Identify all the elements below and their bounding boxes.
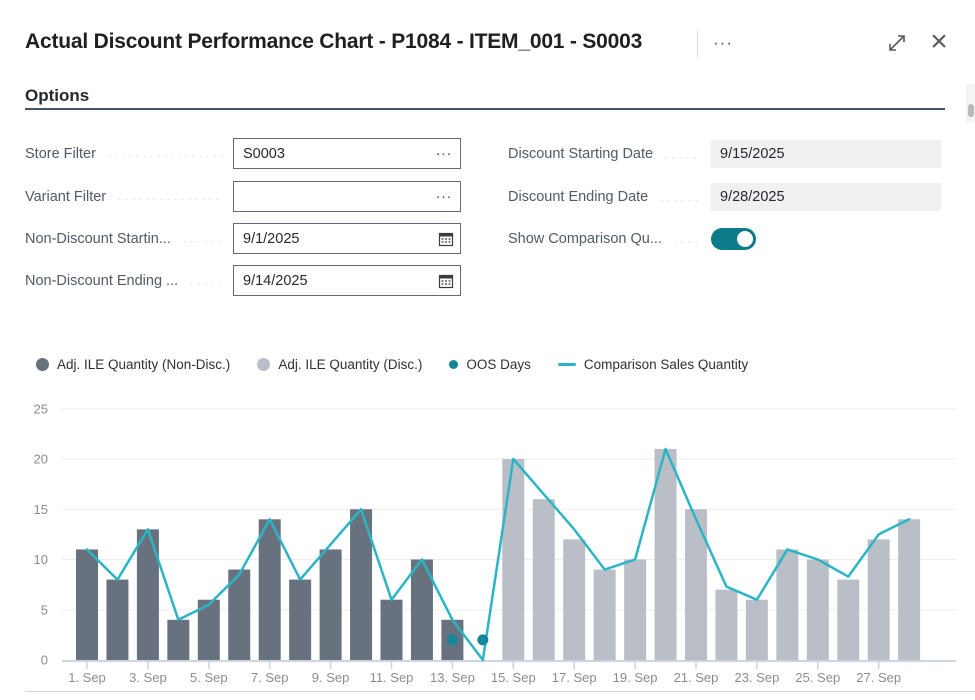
legend-line-comparison-icon	[557, 363, 576, 366]
calendar-icon[interactable]	[438, 273, 454, 289]
options-section-heading: Options	[25, 86, 90, 105]
show-comparison-label: Show Comparison Qu...	[508, 231, 662, 247]
more-options-icon[interactable]: ···	[706, 26, 740, 60]
discount-start-value: 9/15/2025	[711, 140, 941, 168]
field-row-discount-start: Discount Starting Date 9/15/2025	[508, 140, 941, 168]
field-row-variant-filter: Variant Filter ···	[25, 181, 461, 212]
svg-text:13. Sep: 13. Sep	[430, 670, 475, 685]
show-comparison-toggle[interactable]	[711, 228, 756, 250]
legend-item-disc[interactable]: Adj. ILE Quantity (Disc.)	[257, 357, 422, 372]
svg-text:27. Sep: 27. Sep	[856, 670, 901, 685]
svg-text:7. Sep: 7. Sep	[251, 670, 289, 685]
legend-item-oos[interactable]: OOS Days	[449, 357, 531, 372]
assist-edit-icon[interactable]: ···	[435, 187, 452, 205]
svg-text:1. Sep: 1. Sep	[68, 670, 106, 685]
page-title: Actual Discount Performance Chart - P108…	[25, 30, 643, 53]
svg-text:15: 15	[34, 502, 48, 517]
nondiscount-start-input[interactable]	[233, 223, 461, 254]
svg-text:10: 10	[34, 552, 48, 567]
svg-text:19. Sep: 19. Sep	[613, 670, 658, 685]
legend-item-comparison[interactable]: Comparison Sales Quantity	[557, 357, 749, 372]
dotted-leader	[188, 283, 223, 284]
scrollbar-thumb[interactable]	[967, 104, 974, 117]
svg-text:23. Sep: 23. Sep	[734, 670, 779, 685]
nondiscount-end-input[interactable]	[233, 265, 461, 296]
svg-text:20: 20	[34, 452, 48, 467]
svg-text:15. Sep: 15. Sep	[491, 670, 536, 685]
svg-text:5. Sep: 5. Sep	[190, 670, 228, 685]
legend-dot-disc-icon	[257, 358, 271, 371]
expand-arrows-icon	[889, 34, 905, 51]
legend-label: Adj. ILE Quantity (Disc.)	[278, 357, 423, 372]
discount-end-value: 9/28/2025	[711, 183, 941, 211]
field-row-store-filter: Store Filter ···	[25, 138, 461, 169]
svg-text:21. Sep: 21. Sep	[674, 670, 719, 685]
nondiscount-start-label: Non-Discount Startin...	[25, 230, 171, 247]
close-icon[interactable]: ×	[922, 22, 956, 62]
legend-label: OOS Days	[466, 357, 531, 372]
svg-text:3. Sep: 3. Sep	[129, 670, 167, 685]
calendar-icon[interactable]	[438, 231, 454, 247]
svg-text:5: 5	[41, 602, 48, 617]
legend-dot-nondisc-icon	[36, 358, 49, 371]
nondiscount-end-label: Non-Discount Ending ...	[25, 272, 179, 289]
svg-text:11. Sep: 11. Sep	[370, 670, 414, 685]
svg-text:17. Sep: 17. Sep	[552, 670, 597, 685]
options-underline	[25, 108, 945, 110]
dotted-leader	[663, 156, 701, 158]
field-row-show-comparison: Show Comparison Qu...	[508, 228, 941, 250]
svg-text:25: 25	[34, 401, 48, 416]
variant-filter-input[interactable]	[233, 181, 461, 212]
field-row-discount-end: Discount Ending Date 9/28/2025	[508, 183, 941, 211]
svg-text:9. Sep: 9. Sep	[312, 670, 350, 685]
dotted-leader	[105, 156, 223, 157]
field-row-nondiscount-end: Non-Discount Ending ...	[25, 265, 461, 296]
title-divider	[697, 31, 698, 57]
legend-item-nondisc[interactable]: Adj. ILE Quantity (Non-Disc.)	[36, 357, 230, 372]
legend-label: Adj. ILE Quantity (Non-Disc.)	[57, 357, 231, 372]
svg-text:25. Sep: 25. Sep	[795, 670, 840, 685]
dotted-leader	[116, 199, 223, 200]
discount-end-label: Discount Ending Date	[508, 189, 649, 205]
dotted-leader	[671, 241, 701, 243]
bottom-divider	[25, 691, 975, 692]
toggle-knob	[737, 231, 753, 247]
assist-edit-icon[interactable]: ···	[435, 144, 452, 162]
discount-start-label: Discount Starting Date	[508, 146, 654, 162]
dotted-leader	[180, 241, 223, 242]
dotted-leader	[658, 199, 701, 201]
field-row-nondiscount-start: Non-Discount Startin...	[25, 223, 461, 254]
store-filter-input[interactable]	[233, 138, 461, 169]
legend-label: Comparison Sales Quantity	[583, 357, 749, 372]
legend-dot-oos-icon	[449, 360, 459, 369]
chart-legend: Adj. ILE Quantity (Non-Disc.) Adj. ILE Q…	[36, 357, 748, 372]
store-filter-label: Store Filter	[25, 145, 96, 162]
svg-text:0: 0	[41, 653, 48, 668]
variant-filter-label: Variant Filter	[25, 188, 107, 205]
expand-icon[interactable]	[884, 31, 910, 57]
vertical-scrollbar[interactable]	[966, 84, 975, 122]
